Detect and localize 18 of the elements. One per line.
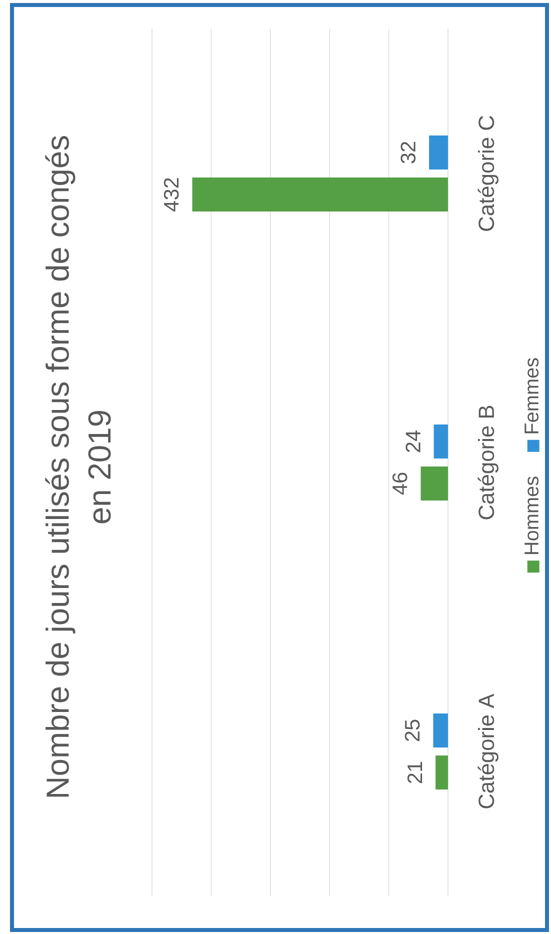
- text: Nombre de jours utilisés sous forme de congés en 2019: [45, 136, 111, 797]
- bar: [436, 756, 448, 790]
- bar: [434, 424, 448, 458]
- text: Femmes: [524, 358, 539, 434]
- data-label: 21: [407, 762, 422, 784]
- data-label: 32: [400, 142, 416, 164]
- text: Hommes: [524, 476, 539, 554]
- data-label: 25: [404, 720, 420, 742]
- bar: [429, 136, 448, 170]
- bar: [420, 466, 448, 500]
- bar: [433, 714, 448, 748]
- bar: [192, 178, 448, 212]
- y-tick-label: Catégorie C: [478, 116, 498, 231]
- y-tick-label: Catégorie A: [478, 694, 498, 808]
- y-tick-label: Catégorie B: [478, 406, 498, 520]
- data-label: 432: [164, 178, 179, 212]
- data-label: 46: [392, 472, 408, 495]
- data-label: 24: [406, 430, 420, 452]
